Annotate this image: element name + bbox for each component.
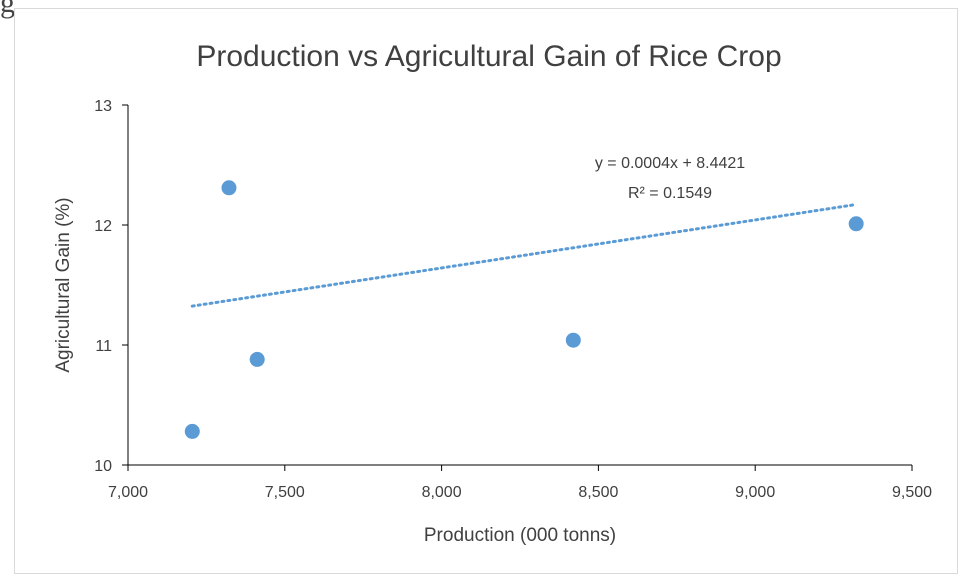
x-tick-label: 7,000 [108, 484, 148, 501]
chart-area [14, 8, 958, 574]
y-tick-label: 12 [94, 218, 112, 235]
clipped-header-fragment: g [0, 0, 15, 19]
chart-title: Production vs Agricultural Gain of Rice … [196, 40, 781, 73]
x-tick-label: 8,500 [578, 484, 618, 501]
x-axis-title: Production (000 tonns) [424, 525, 616, 546]
data-point [565, 332, 581, 348]
data-points [184, 180, 864, 439]
data-point [184, 423, 200, 439]
x-tick-label: 7,500 [265, 484, 305, 501]
trendline-r-squared: R² = 0.1549 [628, 185, 712, 202]
axes: 10 11 12 13 7,000 7,500 8,000 8,500 9,000 9,500 [94, 98, 932, 501]
x-tick-label: 9,500 [892, 484, 932, 501]
trendline-group [190, 202, 858, 308]
data-point [848, 216, 864, 232]
trendline [190, 202, 858, 308]
y-tick-label: 10 [94, 458, 112, 475]
y-tick-label: 13 [94, 98, 112, 115]
data-point [221, 180, 237, 196]
data-point [249, 351, 265, 367]
trendline-equation: y = 0.0004x + 8.4421 [595, 155, 745, 172]
x-tick-label: 9,000 [735, 484, 775, 501]
y-tick-label: 11 [95, 338, 112, 355]
y-axis-title: Agricultural Gain (%) [53, 197, 74, 372]
x-tick-label: 8,000 [422, 484, 462, 501]
